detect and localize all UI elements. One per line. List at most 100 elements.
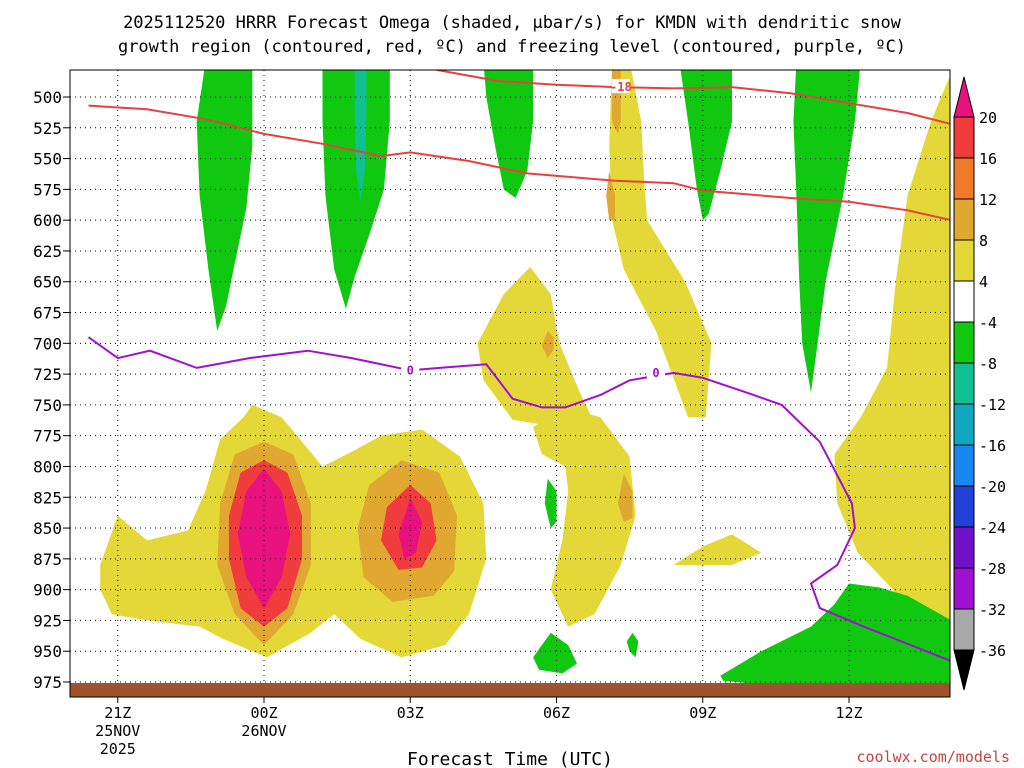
x-tick-label-09Z: 09Z [689,704,716,722]
gridlines [70,70,950,697]
y-tick-label-800: 800 [33,457,62,476]
magenta-left-core [237,468,291,609]
green-cell-a [196,70,253,331]
y-tick-label-650: 650 [33,273,62,292]
green-cell-c [484,70,534,198]
y-tick-label-675: 675 [33,304,62,323]
colorbar-label-8: 8 [979,232,988,250]
x-tick-year-21Z: 2025 [100,740,136,758]
colorbar-box [953,403,975,446]
colorbar-label-12: 12 [979,191,997,209]
plot-frame [69,69,951,698]
green-cell-e [793,70,860,393]
x-tick-label-21Z: 21Z [104,704,131,722]
ground-bar [70,683,950,697]
freezing-label-b-bg [646,364,665,379]
colorbar-box [953,157,975,200]
colorbar-box [953,567,975,610]
y-tick-label-750: 750 [33,396,62,415]
dgz-top-label: -18 [610,80,632,94]
colorbar-label--4: -4 [979,314,997,332]
colorbar: 20 16 12 8 4 -4 -8 -12 -16 -20 -24 -28 -32 -36 [953,76,1006,691]
colorbar-label--12: -12 [979,396,1006,414]
orange-small-a [541,331,554,359]
chart-title-line2: growth region (contoured, red, ºC) and f… [118,37,906,57]
orange-small-b [617,473,633,522]
colorbar-box [953,116,975,159]
colorbar-box [953,608,975,651]
y-axis: 500 525 550 575 600 625 650 675 700 725 750 775 800 8… [33,88,70,692]
y-tick-label-550: 550 [33,150,62,169]
x-tick-date-21Z: 25NOV [95,722,140,740]
x-tick-label-03Z: 03Z [397,704,424,722]
colorbar-box [953,198,975,241]
colorbar-box [953,321,975,364]
y-tick-label-925: 925 [33,611,62,630]
dgz_top_red [436,70,950,125]
colorbar-label--32: -32 [979,601,1006,619]
yellow-upper-mid [609,70,712,418]
colorbar-label-16: 16 [979,150,997,168]
colorbar-label-20: 20 [979,109,997,127]
y-tick-label-875: 875 [33,550,62,569]
freezing_level_purple [87,336,950,662]
chart-title-line1: 2025112520 HRRR Forecast Omega (shaded, … [123,13,902,33]
green-cell-d [680,70,732,221]
x-axis-label: Forecast Time (UTC) [407,749,613,768]
y-tick-label-600: 600 [33,211,62,230]
y-tick-label-825: 825 [33,488,62,507]
teal-core [354,70,367,202]
colorbar-box [953,239,975,282]
freezing-label-a: 0 [407,363,414,377]
green-small-a [544,478,557,529]
x-tick-date-00Z: 26NOV [241,722,286,740]
magenta-right-core [398,498,422,559]
freezing-label-a-bg [401,362,420,377]
green-cell-b [322,70,390,309]
y-tick-label-575: 575 [33,180,62,199]
y-tick-label-850: 850 [33,519,62,538]
omega-shading [100,70,950,695]
colorbar-label--16: -16 [979,437,1006,455]
x-tick-label-06Z: 06Z [543,704,570,722]
colorbar-box [953,444,975,487]
colorbar-label--20: -20 [979,478,1006,496]
green-small-b [533,632,577,674]
credit-text: coolwx.com/models [856,748,1010,766]
colorbar-top-triangle [953,76,975,118]
orange-small-c [612,70,621,134]
freezing-label-b: 0 [652,366,659,380]
colorbar-bottom-triangle [953,649,975,691]
y-tick-label-700: 700 [33,334,62,353]
y-tick-label-500: 500 [33,88,62,107]
y-tick-label-900: 900 [33,581,62,600]
y-tick-label-775: 775 [33,427,62,446]
contour-lines [87,70,950,662]
green-lower-right [720,583,950,695]
colorbar-label-4: 4 [979,273,988,291]
orange-small-d [606,170,615,221]
contour-labels: -18 0 0 [401,79,665,380]
plot-area [70,70,950,697]
dgz-top-label-bg [611,79,630,94]
yellow-lower-center [533,407,636,627]
yellow-right-edge [834,75,950,664]
colorbar-box [953,485,975,528]
colorbar-box [953,526,975,569]
dgz_upper_red [88,104,950,221]
yellow-small-right [673,534,762,565]
y-tick-label-725: 725 [33,365,62,384]
colorbar-box [953,280,975,323]
y-tick-label-975: 975 [33,673,62,692]
x-tick-label-12Z: 12Z [835,704,862,722]
colorbar-label--24: -24 [979,519,1006,537]
colorbar-label--36: -36 [979,642,1006,660]
colorbar-label--8: -8 [979,355,997,373]
colorbar-box [953,362,975,405]
y-tick-label-525: 525 [33,119,62,138]
y-tick-label-625: 625 [33,242,62,261]
x-tick-label-00Z: 00Z [250,704,277,722]
y-tick-label-950: 950 [33,642,62,661]
